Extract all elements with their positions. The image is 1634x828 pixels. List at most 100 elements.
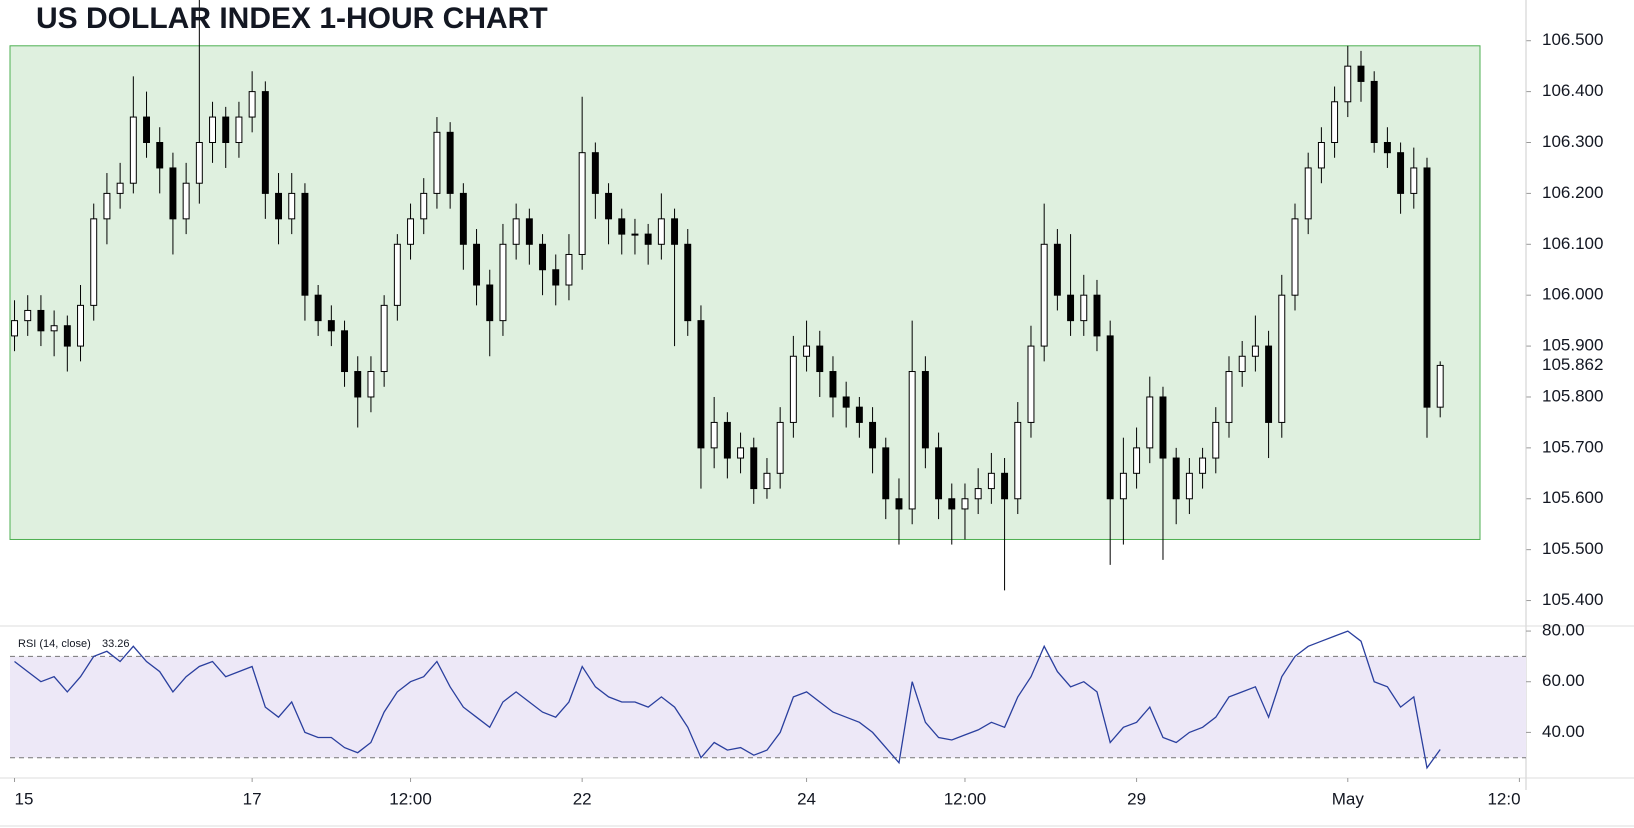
candle-body: [420, 192, 428, 220]
candle-body: [578, 152, 586, 255]
candle-body: [486, 284, 494, 322]
candle-body: [723, 421, 731, 459]
candle-body: [631, 233, 639, 236]
candle-body: [789, 355, 797, 423]
candle-body: [103, 192, 111, 220]
candle-body: [433, 131, 441, 194]
candle-body: [869, 421, 877, 449]
candle-body: [446, 131, 454, 194]
rsi-band: [10, 656, 1526, 758]
candle-body: [1159, 396, 1167, 459]
y-tick-label: 105.600: [1542, 488, 1603, 507]
candle-body: [1146, 396, 1154, 449]
candle-body: [1093, 294, 1101, 337]
chart-title: US DOLLAR INDEX 1-HOUR CHART: [36, 2, 548, 35]
rsi-y-tick-label: 40.00: [1542, 722, 1585, 741]
candle-body: [657, 218, 665, 245]
candle-body: [222, 116, 230, 144]
candle-body: [195, 142, 203, 184]
range-box: [9, 45, 1481, 540]
candle-body: [737, 447, 745, 459]
candle-body: [1304, 167, 1312, 220]
candle-body: [77, 304, 84, 347]
candle-body: [1014, 421, 1022, 500]
x-tick-label: 12:00: [389, 789, 432, 808]
candle-body: [816, 345, 824, 373]
candle-body: [1397, 152, 1405, 194]
candle-body: [129, 116, 137, 184]
rsi-line: [14, 630, 1441, 770]
candle-body: [301, 192, 309, 296]
candle-body: [63, 325, 71, 347]
x-tick-label: 15: [15, 789, 34, 808]
candle-body: [380, 304, 388, 373]
candle-body: [327, 320, 335, 332]
x-tick-label: 24: [797, 789, 816, 808]
rsi-y-tick-label: 80.00: [1542, 621, 1585, 640]
y-tick-label: 105.900: [1542, 336, 1603, 355]
candle-body: [473, 243, 481, 286]
y-tick-label: 106.400: [1542, 81, 1603, 100]
x-tick-label: 17: [243, 789, 262, 808]
candle-body: [1199, 457, 1207, 474]
y-tick-label: 105.800: [1542, 386, 1603, 405]
candle-body: [1383, 142, 1391, 154]
candle-body: [908, 371, 916, 510]
candle-body: [1291, 218, 1299, 296]
candle-body: [1067, 294, 1075, 322]
candle-body: [1331, 101, 1339, 144]
candle-body: [1185, 472, 1193, 500]
candle-body: [1225, 371, 1233, 423]
y-tick-label: 105.500: [1542, 539, 1603, 558]
candle-body: [1238, 355, 1246, 373]
candle-body: [1053, 243, 1061, 296]
candle-body: [776, 421, 784, 474]
candle-body: [116, 182, 124, 194]
candle-body: [1212, 421, 1220, 459]
candle-body: [1357, 65, 1365, 82]
candle-body: [948, 498, 956, 510]
candle-body: [1106, 335, 1114, 500]
last-price-box: [1530, 351, 1630, 380]
candle-body: [565, 253, 573, 286]
candle-body: [156, 142, 164, 169]
candle-body: [512, 218, 520, 245]
rsi-value: 33.26: [102, 638, 130, 650]
candle-body: [539, 243, 547, 271]
candle-body: [1133, 447, 1141, 474]
y-tick-label: 105.700: [1542, 437, 1603, 456]
candle-body: [1040, 243, 1048, 347]
candle-body: [182, 182, 190, 220]
candle-body: [921, 371, 929, 449]
candle-body: [697, 320, 705, 449]
candle-body: [895, 498, 903, 510]
candle-body: [1410, 167, 1418, 194]
candle-body: [459, 192, 467, 245]
candle-body: [341, 330, 349, 373]
candle-body: [1278, 294, 1286, 423]
candle-body: [644, 233, 652, 245]
candle-body: [288, 192, 296, 220]
candle-body: [974, 488, 982, 500]
candle-body: [1251, 345, 1259, 357]
candle-body: [1344, 65, 1352, 103]
candle-body: [90, 218, 98, 306]
candle-body: [935, 447, 943, 500]
candle-body: [1172, 457, 1180, 500]
candle-body: [525, 218, 533, 245]
candle-body: [1317, 142, 1325, 169]
candle-body: [803, 345, 811, 357]
candle-body: [354, 371, 362, 398]
candle-body: [684, 243, 692, 322]
candle-body: [829, 371, 837, 398]
y-tick-label: 106.000: [1542, 285, 1603, 304]
x-tick-label: 29: [1127, 789, 1146, 808]
candle-body: [24, 309, 32, 322]
rsi-label: RSI (14, close): [18, 638, 91, 650]
candle-body: [314, 294, 322, 322]
candle-body: [248, 91, 256, 118]
candle-body: [710, 421, 718, 449]
candle-body: [605, 192, 613, 220]
